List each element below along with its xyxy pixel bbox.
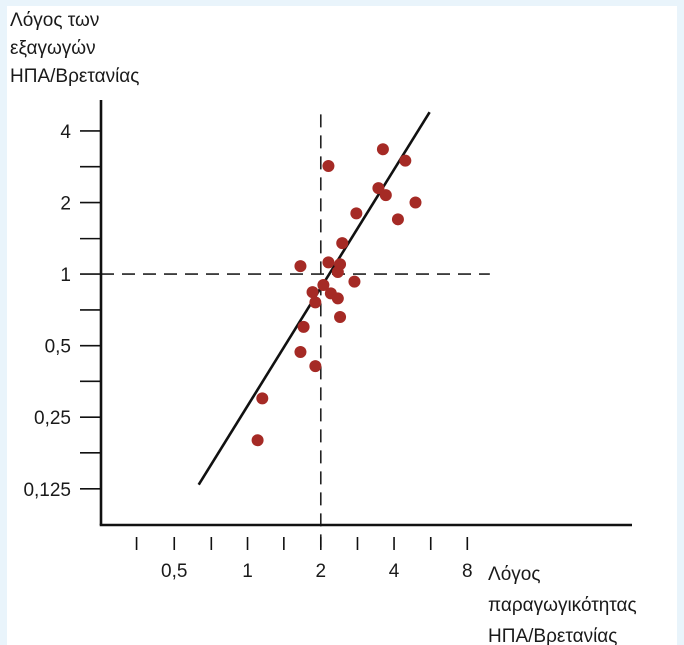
- x-tick-label: 8: [462, 561, 473, 582]
- data-point: [379, 189, 392, 202]
- y-axis-title-line: Λόγος των: [10, 10, 99, 31]
- y-tick-label: 1: [60, 265, 71, 286]
- y-axis-title-line: εξαγωγών: [10, 38, 96, 59]
- data-point: [322, 256, 335, 269]
- x-axis-title-line: Λόγος: [488, 564, 540, 585]
- data-point: [348, 275, 361, 288]
- y-tick-label: 2: [60, 194, 71, 215]
- data-point: [391, 213, 404, 226]
- y-axis-ticks: 0,125 0,25 0,5 1 2 4: [23, 122, 101, 501]
- data-point: [350, 207, 363, 220]
- x-axis-ticks: 0,5 1 2 4 8: [135, 537, 473, 582]
- y-axis-title-line: ΗΠΑ/Βρετανίας: [10, 66, 139, 87]
- data-point: [294, 346, 307, 359]
- data-point: [331, 266, 344, 279]
- data-point: [336, 237, 349, 250]
- data-point: [256, 392, 269, 405]
- data-point: [294, 260, 307, 273]
- y-tick-label: 0,125: [23, 480, 71, 501]
- y-tick-label: 4: [60, 122, 71, 143]
- data-point: [322, 159, 335, 172]
- data-point: [317, 278, 330, 291]
- data-point: [306, 286, 319, 299]
- y-axis-title: Λόγος των εξαγωγών ΗΠΑ/Βρετανίας: [10, 10, 139, 87]
- x-axis-title-line: ΗΠΑ/Βρετανίας: [488, 626, 617, 645]
- y-tick-label: 0,25: [34, 408, 71, 429]
- data-points: [251, 143, 422, 447]
- data-point: [331, 292, 344, 305]
- data-point: [409, 196, 422, 209]
- x-tick-label: 4: [389, 561, 400, 582]
- data-point: [376, 143, 389, 156]
- x-tick-label: 0,5: [161, 561, 187, 582]
- x-tick-label: 2: [315, 561, 326, 582]
- x-axis-title: Λόγος παραγωγικότητας ΗΠΑ/Βρετανίας: [488, 564, 637, 645]
- data-point: [309, 360, 322, 373]
- y-tick-label: 0,5: [45, 337, 71, 358]
- data-point: [309, 296, 322, 309]
- chart-panel: [7, 6, 677, 645]
- data-point: [297, 320, 310, 333]
- reference-lines: [101, 114, 490, 551]
- data-point: [251, 434, 264, 447]
- x-tick-label: 1: [242, 561, 253, 582]
- data-point: [334, 310, 347, 323]
- data-point: [399, 154, 412, 167]
- x-axis-title-line: παραγωγικότητας: [488, 595, 637, 616]
- axes: [99, 100, 632, 527]
